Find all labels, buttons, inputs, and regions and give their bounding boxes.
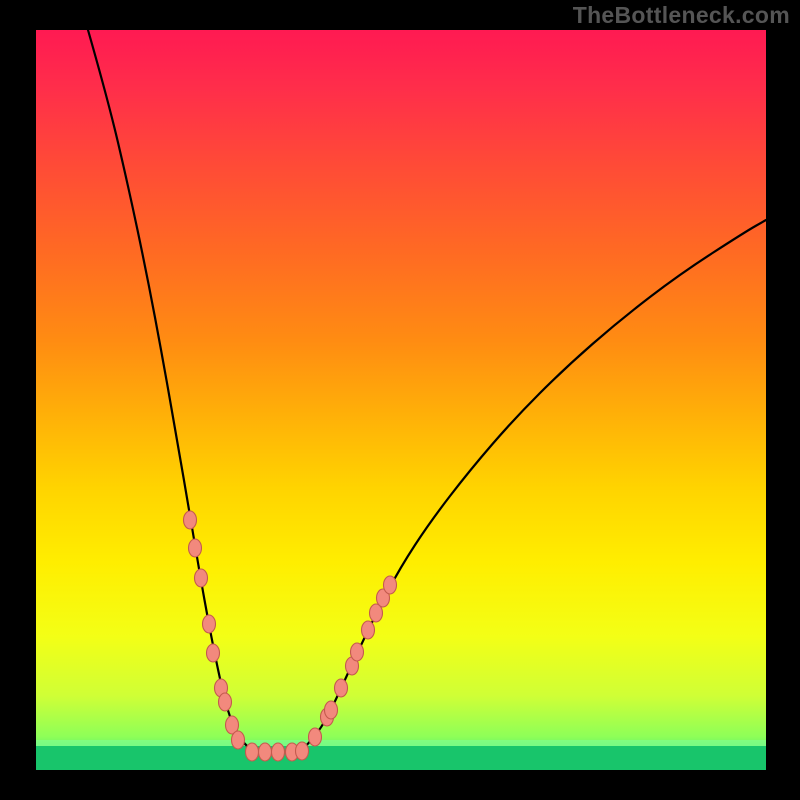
marker-dot	[203, 615, 216, 633]
marker-dot	[384, 576, 397, 594]
marker-dot	[296, 742, 309, 760]
marker-dot	[184, 511, 197, 529]
marker-dot	[219, 693, 232, 711]
marker-dot	[189, 539, 202, 557]
marker-dot	[195, 569, 208, 587]
watermark-text: TheBottleneck.com	[573, 2, 790, 29]
marker-dot	[325, 701, 338, 719]
marker-dot	[309, 728, 322, 746]
marker-dot	[207, 644, 220, 662]
marker-dot	[272, 743, 285, 761]
marker-dot	[259, 743, 272, 761]
marker-dot	[362, 621, 375, 639]
marker-dot	[351, 643, 364, 661]
baseline-glow	[36, 740, 766, 746]
bottleneck-chart	[0, 0, 800, 800]
marker-dot	[246, 743, 259, 761]
plot-background	[36, 30, 766, 770]
baseline-band	[36, 746, 766, 770]
marker-dot	[335, 679, 348, 697]
marker-dot	[232, 731, 245, 749]
